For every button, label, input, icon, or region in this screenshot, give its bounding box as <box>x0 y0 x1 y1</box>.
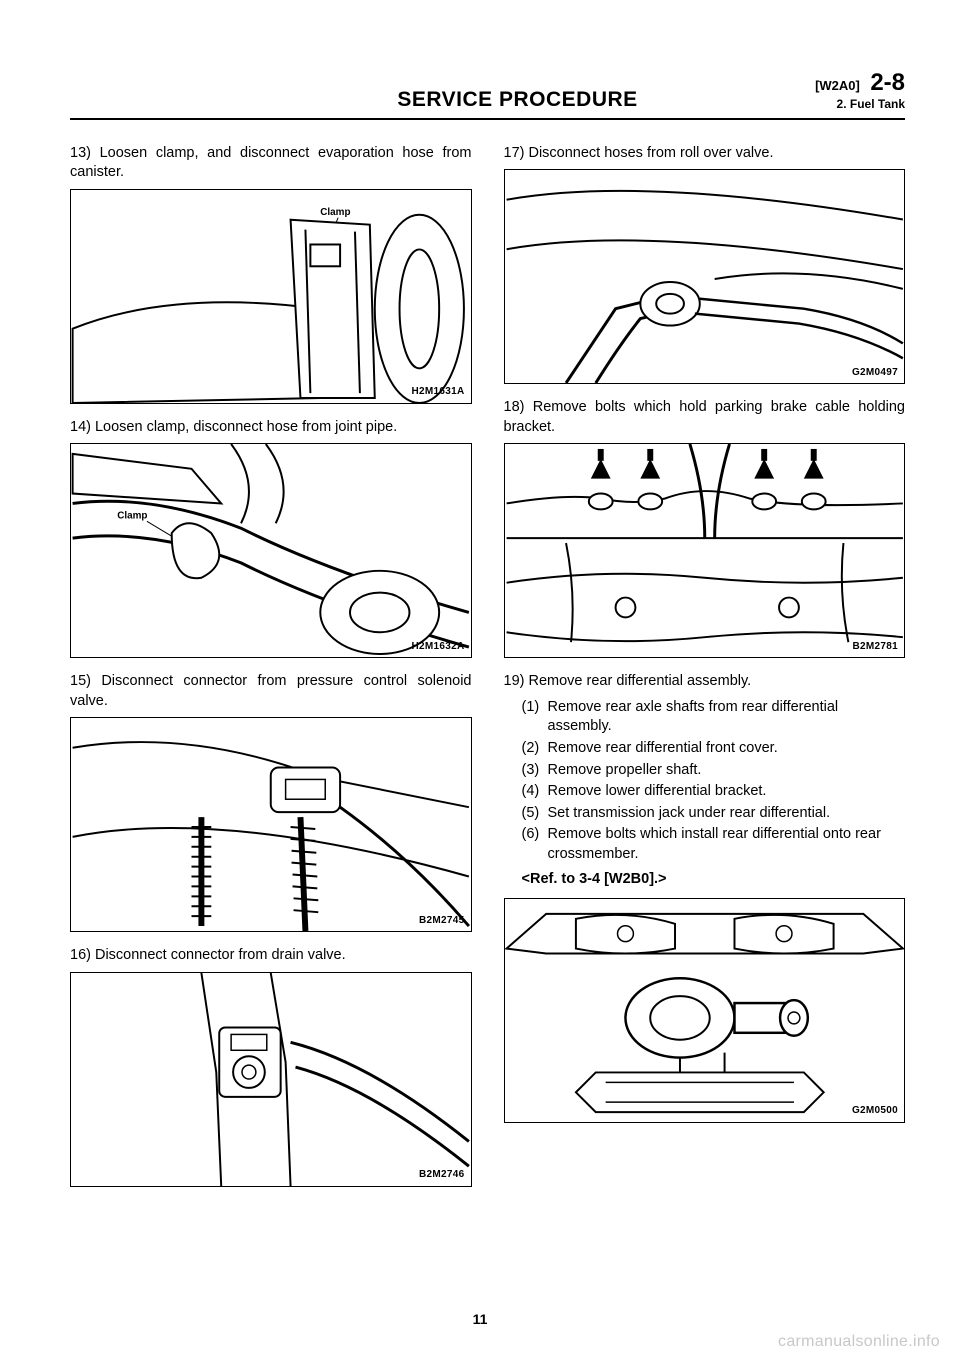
sub-6: (6)Remove bolts which install rear diffe… <box>522 825 906 864</box>
step-19: 19) Remove rear differential assembly. <box>504 672 906 692</box>
right-column: 17) Disconnect hoses from roll over valv… <box>504 144 906 1197</box>
figure-4-svg <box>71 973 471 1186</box>
figure-2-code: H2M1632A <box>412 640 465 654</box>
step-17: 17) Disconnect hoses from roll over valv… <box>504 144 906 164</box>
figure-2-svg: Clamp <box>71 444 471 657</box>
watermark: carmanualsonline.info <box>778 1333 940 1351</box>
content-columns: 13) Loosen clamp, and disconnect evapora… <box>70 144 905 1197</box>
page-header: SERVICE PROCEDURE [W2A0] 2-8 2. Fuel Tan… <box>70 70 905 112</box>
figure-3-svg <box>71 718 471 931</box>
figure-5: G2M0497 <box>504 169 906 384</box>
figure-2-clamp-label: Clamp <box>117 511 147 522</box>
header-rule <box>70 118 905 120</box>
figure-1: Clamp H2M1631A <box>70 189 472 404</box>
sub-3: (3)Remove propeller shaft. <box>522 761 906 781</box>
step-14: 14) Loosen clamp, disconnect hose from j… <box>70 418 472 438</box>
figure-1-svg: Clamp <box>71 190 471 403</box>
figure-5-code: G2M0497 <box>852 366 898 380</box>
figure-5-svg <box>505 170 905 383</box>
step-16: 16) Disconnect connector from drain valv… <box>70 946 472 966</box>
header-subsection: 2. Fuel Tank <box>815 98 905 111</box>
header-section-number: 2-8 <box>870 70 905 96</box>
step-19-subs: (1)Remove rear axle shafts from rear dif… <box>522 698 906 865</box>
sub-4: (4)Remove lower differential bracket. <box>522 782 906 802</box>
left-column: 13) Loosen clamp, and disconnect evapora… <box>70 144 472 1197</box>
figure-3: B2M2745 <box>70 717 472 932</box>
step-13: 13) Loosen clamp, and disconnect evapora… <box>70 144 472 183</box>
figure-6-code: B2M2781 <box>853 640 898 654</box>
step-15: 15) Disconnect connector from pressure c… <box>70 672 472 711</box>
figure-3-code: B2M2745 <box>419 914 464 928</box>
figure-2: Clamp H2M1632A <box>70 443 472 658</box>
figure-4: B2M2746 <box>70 972 472 1187</box>
page-number: 11 <box>0 1311 960 1327</box>
sub-2: (2)Remove rear differential front cover. <box>522 739 906 759</box>
step-19-ref: <Ref. to 3-4 [W2B0].> <box>522 870 906 890</box>
sub-5: (5)Set transmission jack under rear diff… <box>522 804 906 824</box>
figure-7: G2M0500 <box>504 898 906 1123</box>
figure-1-code: H2M1631A <box>412 385 465 399</box>
figure-1-clamp-label: Clamp <box>320 206 350 217</box>
header-title: SERVICE PROCEDURE <box>220 88 815 112</box>
figure-6: B2M2781 <box>504 443 906 658</box>
header-right: [W2A0] 2-8 2. Fuel Tank <box>815 70 905 112</box>
figure-7-code: G2M0500 <box>852 1104 898 1118</box>
figure-4-code: B2M2746 <box>419 1168 464 1182</box>
figure-6-svg <box>505 444 905 657</box>
figure-7-svg <box>505 899 905 1122</box>
header-code: [W2A0] <box>815 79 860 93</box>
sub-1: (1)Remove rear axle shafts from rear dif… <box>522 698 906 737</box>
step-18: 18) Remove bolts which hold parking brak… <box>504 398 906 437</box>
